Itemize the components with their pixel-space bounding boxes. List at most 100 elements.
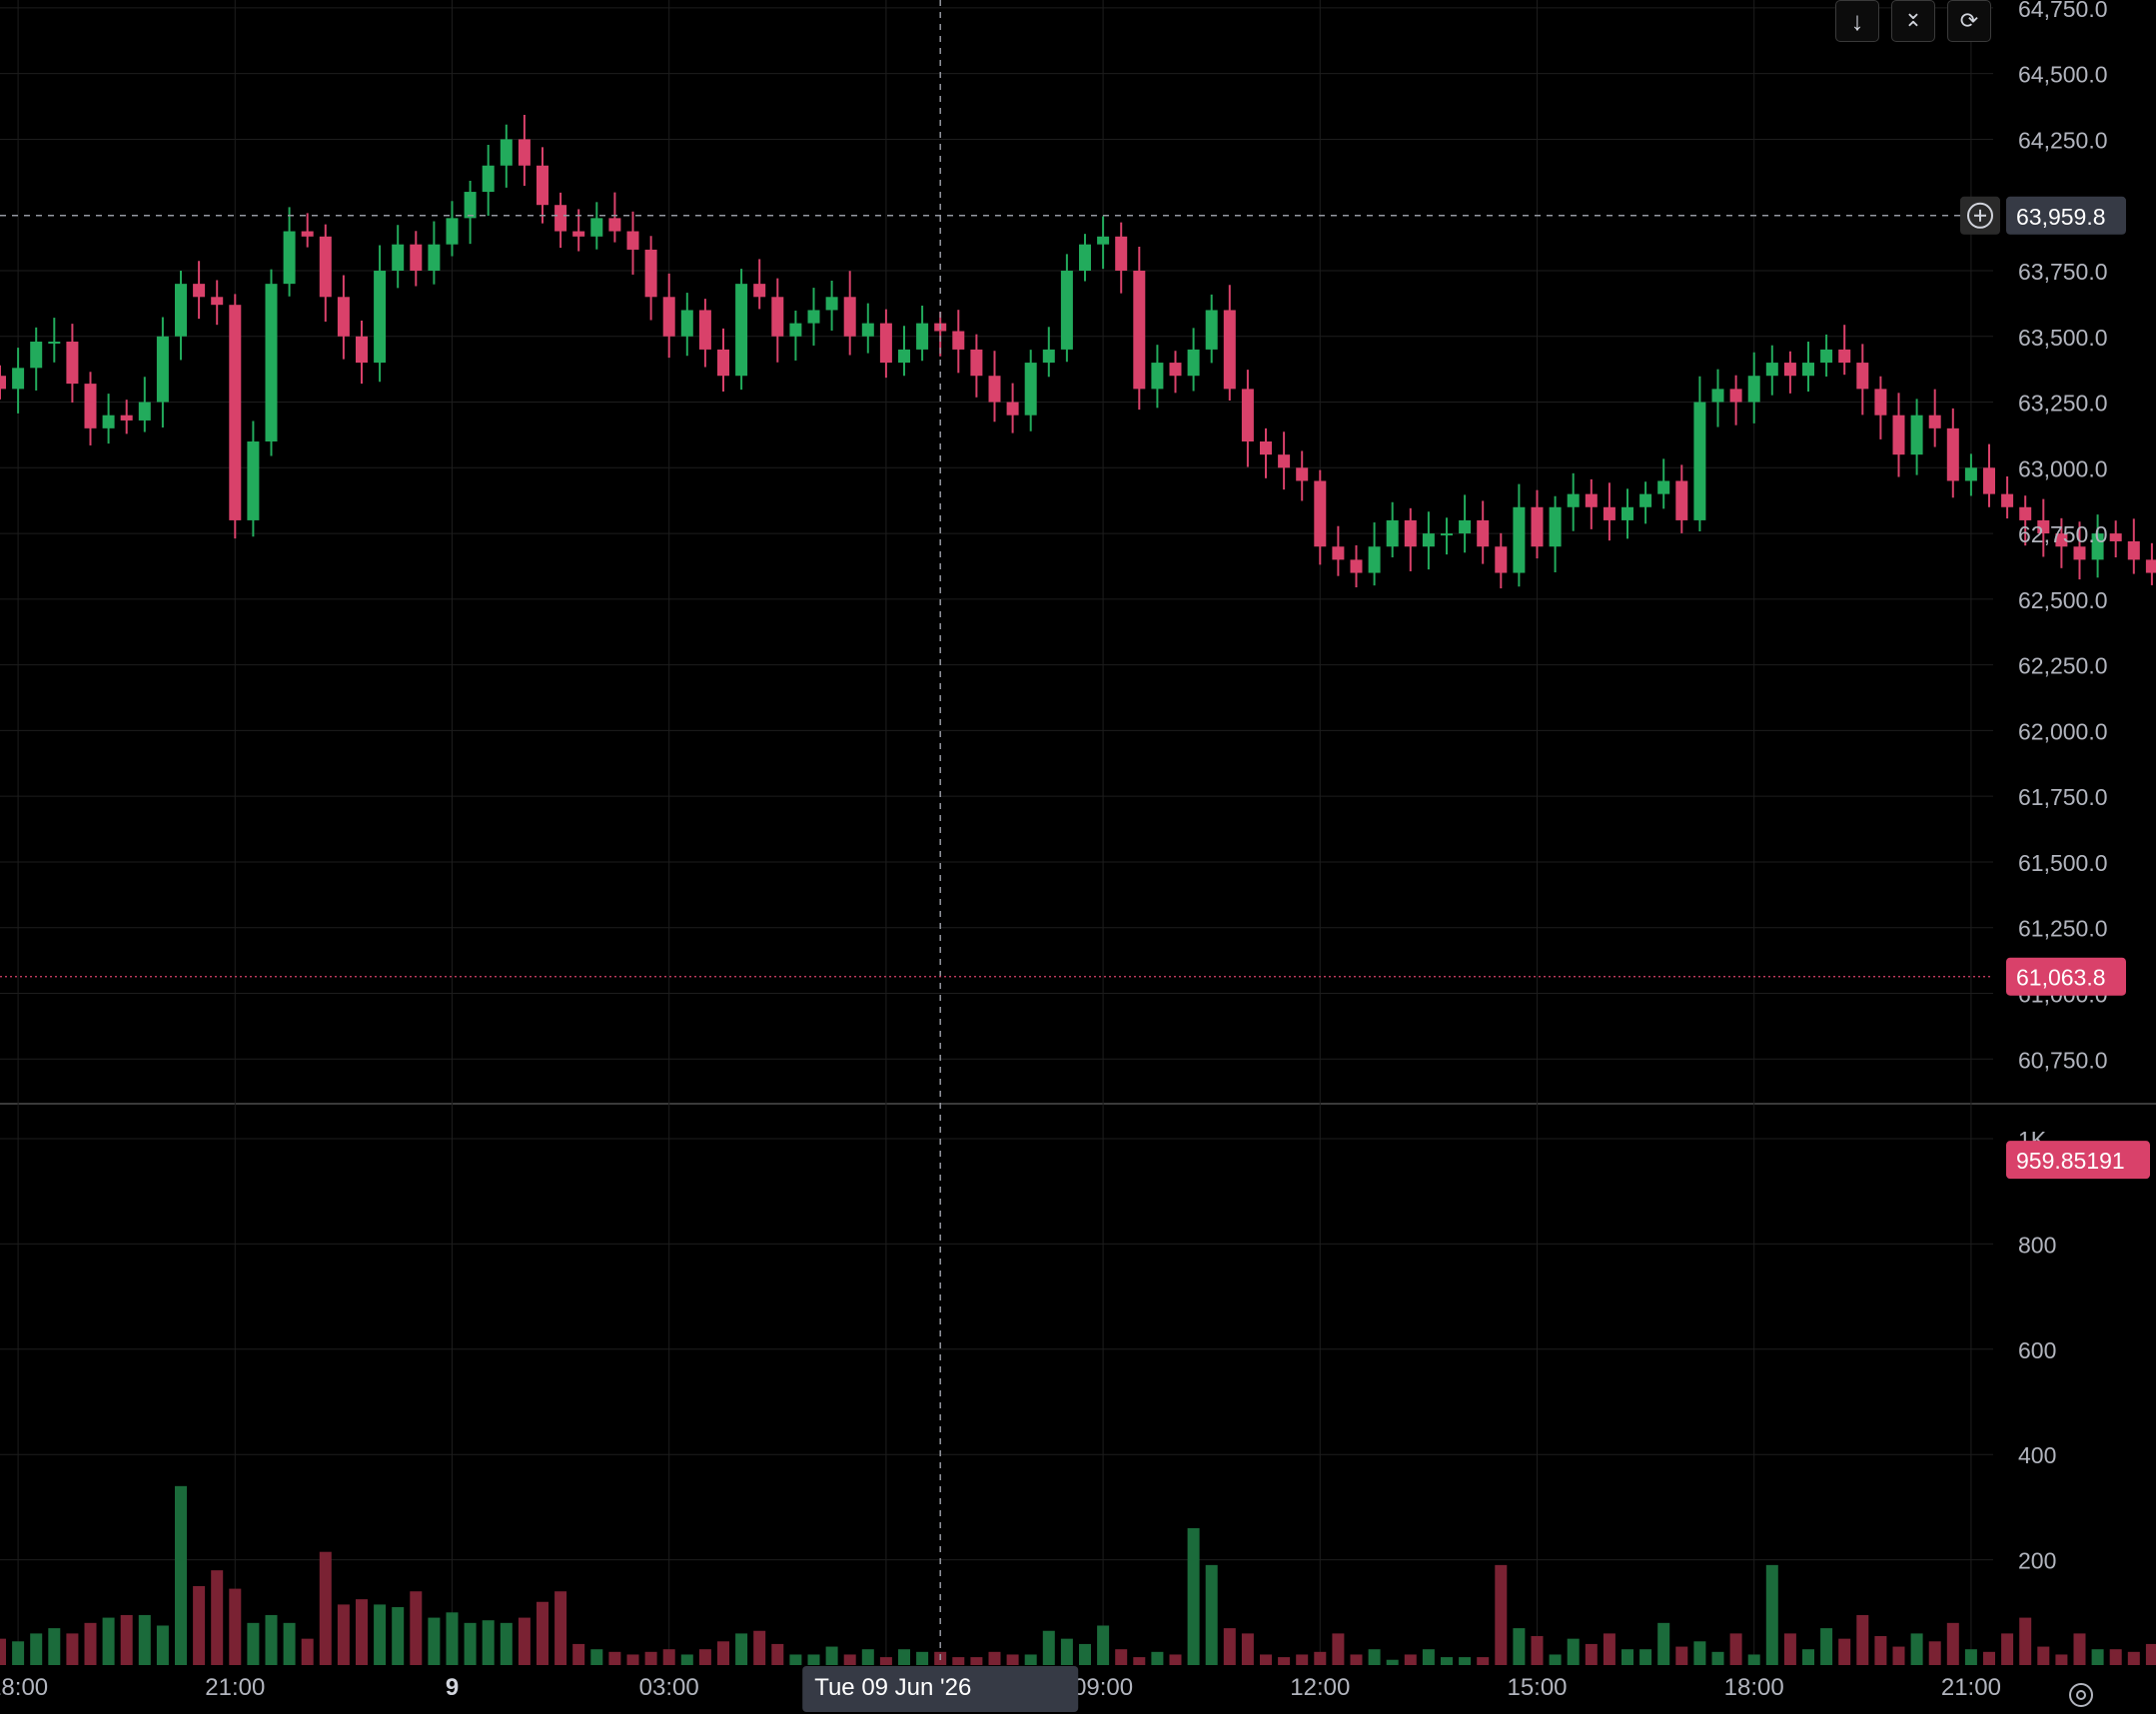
last-price-label: 61,063.8 xyxy=(2016,965,2106,991)
settings-icon-center xyxy=(2076,1690,2086,1700)
candle-body xyxy=(1477,519,1490,547)
candle-body xyxy=(1729,389,1742,403)
volume-bar xyxy=(410,1591,423,1665)
volume-bar xyxy=(0,1638,6,1665)
time-tick-label: 15:00 xyxy=(1507,1674,1567,1701)
volume-bar xyxy=(626,1654,639,1665)
price-tick-label: 60,750.0 xyxy=(2018,1047,2108,1073)
candle-body xyxy=(211,297,224,306)
volume-bar xyxy=(1169,1654,1182,1665)
volume-bar xyxy=(229,1588,242,1665)
volume-bar xyxy=(879,1657,892,1665)
time-tick-label: 18:00 xyxy=(0,1674,48,1701)
candle-body xyxy=(988,376,1001,403)
volume-bar xyxy=(211,1570,224,1665)
volume-bar xyxy=(1241,1633,1254,1665)
volume-bar xyxy=(1278,1657,1291,1665)
candle-body xyxy=(120,415,133,421)
price-tick-label: 61,750.0 xyxy=(2018,784,2108,810)
price-tick-label: 64,250.0 xyxy=(2018,127,2108,153)
candle-body xyxy=(1639,493,1652,507)
candle-body xyxy=(1006,402,1019,416)
volume-bar xyxy=(356,1599,368,1665)
volume-bar xyxy=(500,1622,513,1665)
candle-body xyxy=(1332,546,1345,560)
time-tick-label: 9 xyxy=(446,1674,459,1701)
volume-bar xyxy=(554,1591,567,1665)
volume-bar xyxy=(48,1628,61,1665)
volume-bar xyxy=(1151,1651,1164,1665)
candle-body xyxy=(789,323,802,337)
candle-body xyxy=(84,384,97,428)
volume-bar xyxy=(1513,1628,1526,1665)
candle-body xyxy=(319,236,332,298)
volume-bar xyxy=(1603,1633,1616,1665)
last-volume-label-bg xyxy=(2006,1141,2150,1180)
candle-body xyxy=(590,218,603,237)
candle-body xyxy=(1260,441,1272,455)
candle-body xyxy=(392,244,405,271)
volume-bar xyxy=(1765,1564,1778,1665)
candle-body xyxy=(30,342,43,369)
candle-body xyxy=(1133,270,1146,390)
candle-body xyxy=(102,415,115,428)
volume-bar xyxy=(2127,1651,2140,1665)
volume-bar xyxy=(2109,1649,2122,1665)
candle-body xyxy=(879,323,892,364)
volume-tick-label: 800 xyxy=(2018,1232,2056,1258)
time-tick-label: 21:00 xyxy=(1941,1674,2001,1701)
candle-body xyxy=(1079,244,1091,271)
volume-bar xyxy=(301,1638,314,1665)
volume-bar xyxy=(2055,1654,2068,1665)
reset-chart-button[interactable]: ⟳ xyxy=(1947,0,1991,42)
volume-bar xyxy=(2019,1617,2032,1665)
candle-body xyxy=(1856,363,1869,390)
candle-body xyxy=(1386,519,1399,547)
volume-bar xyxy=(446,1612,459,1665)
volume-tick-label: 200 xyxy=(2018,1548,2056,1574)
volume-bar xyxy=(374,1604,387,1665)
price-tick-label: 63,000.0 xyxy=(2018,455,2108,481)
candle-body xyxy=(717,349,729,377)
crosshair-price-label-bg xyxy=(2006,196,2126,235)
candle-body xyxy=(1892,415,1905,455)
candle-body xyxy=(537,165,548,206)
candle-body xyxy=(1459,519,1472,534)
candle-body xyxy=(861,323,874,337)
candle-body xyxy=(229,305,242,520)
volume-bar xyxy=(2073,1633,2086,1665)
candle-body xyxy=(1820,349,1833,364)
volume-bar xyxy=(717,1641,729,1665)
candlesticks xyxy=(0,114,2156,589)
volume-bar xyxy=(1531,1636,1544,1665)
volume-bar xyxy=(482,1620,495,1665)
candle-body xyxy=(771,297,784,337)
collapse-button[interactable]: ⌄ ⌃ xyxy=(1891,0,1935,42)
candle-body xyxy=(500,139,513,166)
last-price-label-bg xyxy=(2006,957,2126,996)
volume-bar xyxy=(428,1617,441,1665)
candle-body xyxy=(2055,533,2068,547)
candle-body xyxy=(1513,506,1526,573)
scroll-to-latest-button[interactable]: ↓ xyxy=(1835,0,1879,42)
candle-body xyxy=(1404,519,1417,547)
plus-circle-icon xyxy=(1967,202,1993,229)
candle-body xyxy=(1747,376,1760,403)
candle-body xyxy=(2127,540,2140,560)
candle-body xyxy=(12,368,25,390)
candle-body xyxy=(1693,402,1706,520)
volume-bar xyxy=(193,1585,206,1665)
volume-bar xyxy=(175,1485,187,1665)
candle-body xyxy=(2037,519,2050,534)
volume-bar xyxy=(1386,1659,1399,1665)
volume-bar xyxy=(608,1651,621,1665)
candle-body xyxy=(1060,270,1073,350)
candle-body xyxy=(2091,533,2104,560)
candle-body xyxy=(0,376,6,390)
volume-bar xyxy=(1802,1649,1814,1665)
volume-bar xyxy=(1621,1649,1633,1665)
volume-bar xyxy=(120,1614,133,1665)
volume-bar xyxy=(825,1646,838,1665)
